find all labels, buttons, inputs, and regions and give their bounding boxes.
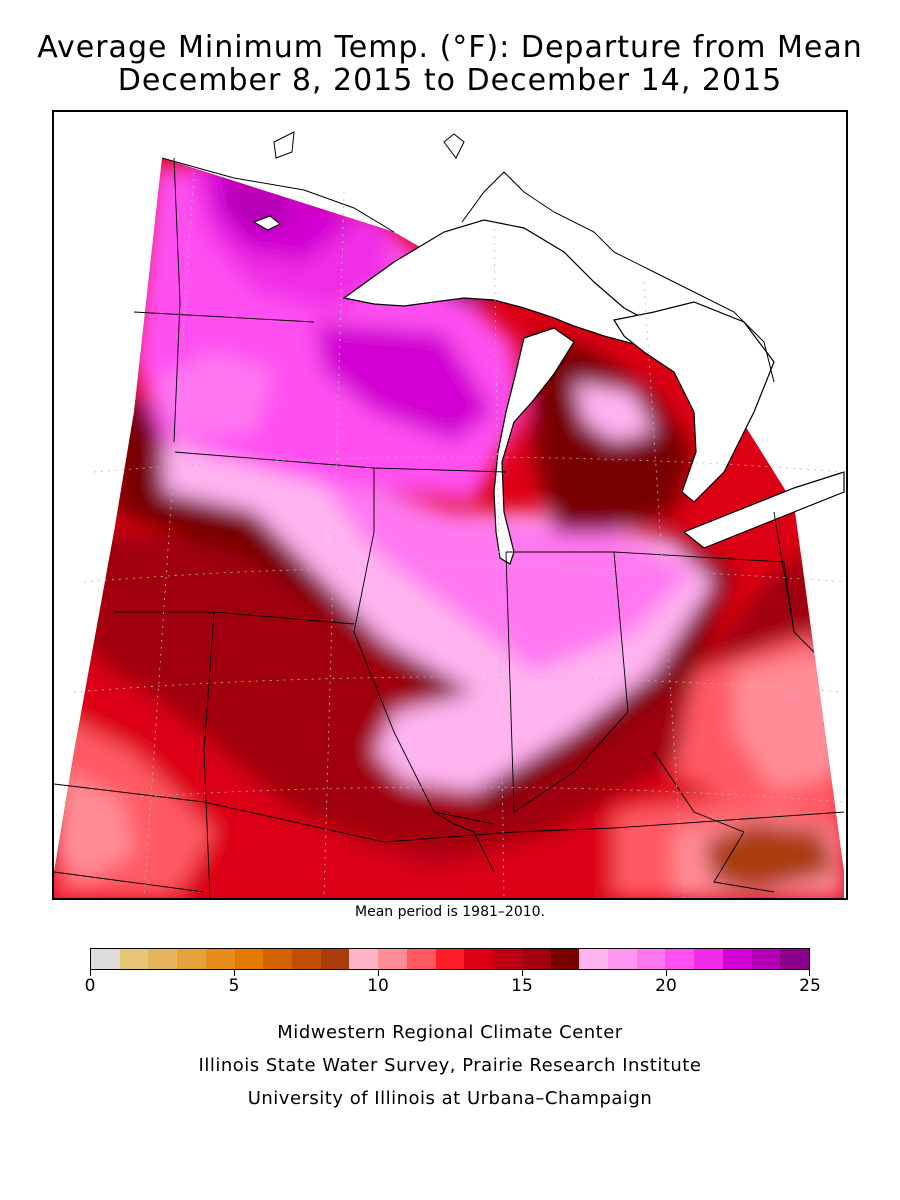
map-title-line-1: Average Minimum Temp. (°F): Departure fr… [37,30,863,65]
legend-swatch [722,949,752,969]
legend-swatch [579,949,608,969]
legend-swatch [292,949,321,969]
legend-swatch [263,949,293,969]
legend-tick-mark [234,970,235,976]
legend-tick-label: 10 [367,976,389,996]
legend-swatch [234,949,264,969]
credit-line-2: Illinois State Water Survey, Prairie Res… [198,1055,702,1076]
legend-swatch [148,949,178,969]
legend-tick-label: 15 [511,976,533,996]
legend-swatch [521,949,551,969]
temperature-departure-map [52,110,848,900]
legend-swatch [694,949,723,969]
northern-coastline [161,131,775,383]
map-title-line-2: December 8, 2015 to December 14, 2015 [117,63,783,98]
legend-tick-label: 20 [655,976,677,996]
legend-swatch [349,949,379,969]
legend-swatch [607,949,637,969]
legend-swatch [177,949,206,969]
legend-swatch [91,949,120,969]
legend-swatch [119,949,149,969]
legend-swatch [636,949,666,969]
legend-tick-label: 25 [799,976,821,996]
map-canvas [54,131,845,898]
legend-swatch [320,949,350,969]
legend-swatch [780,949,809,969]
legend-ticks: 0 5 10 15 20 25 [85,970,821,1000]
state-boundaries [54,157,845,898]
legend-tick-mark [666,970,667,976]
legend-swatch [205,949,235,969]
legend-tick-mark [522,970,523,976]
legend-swatch [665,949,695,969]
mississippi-river [433,811,495,873]
legend-tick-mark [809,970,810,976]
legend-swatch [493,949,522,969]
legend-tick-mark [90,970,91,976]
legend-swatch [550,949,580,969]
credit-line-3: University of Illinois at Urbana–Champai… [247,1088,653,1109]
legend-tick-label: 0 [84,976,96,996]
legend-tick-label: 5 [228,976,240,996]
legend-swatch [378,949,407,969]
great-lakes [252,215,845,565]
credit-line-1: Midwestern Regional Climate Center [277,1022,623,1043]
mean-period-note: Mean period is 1981–2010. [355,904,545,920]
legend-swatch [751,949,781,969]
legend-swatch [406,949,436,969]
legend-tick-mark [378,970,379,976]
color-legend [90,948,810,970]
legend-swatch [435,949,465,969]
graticule [63,171,845,898]
legend-swatch [464,949,494,969]
